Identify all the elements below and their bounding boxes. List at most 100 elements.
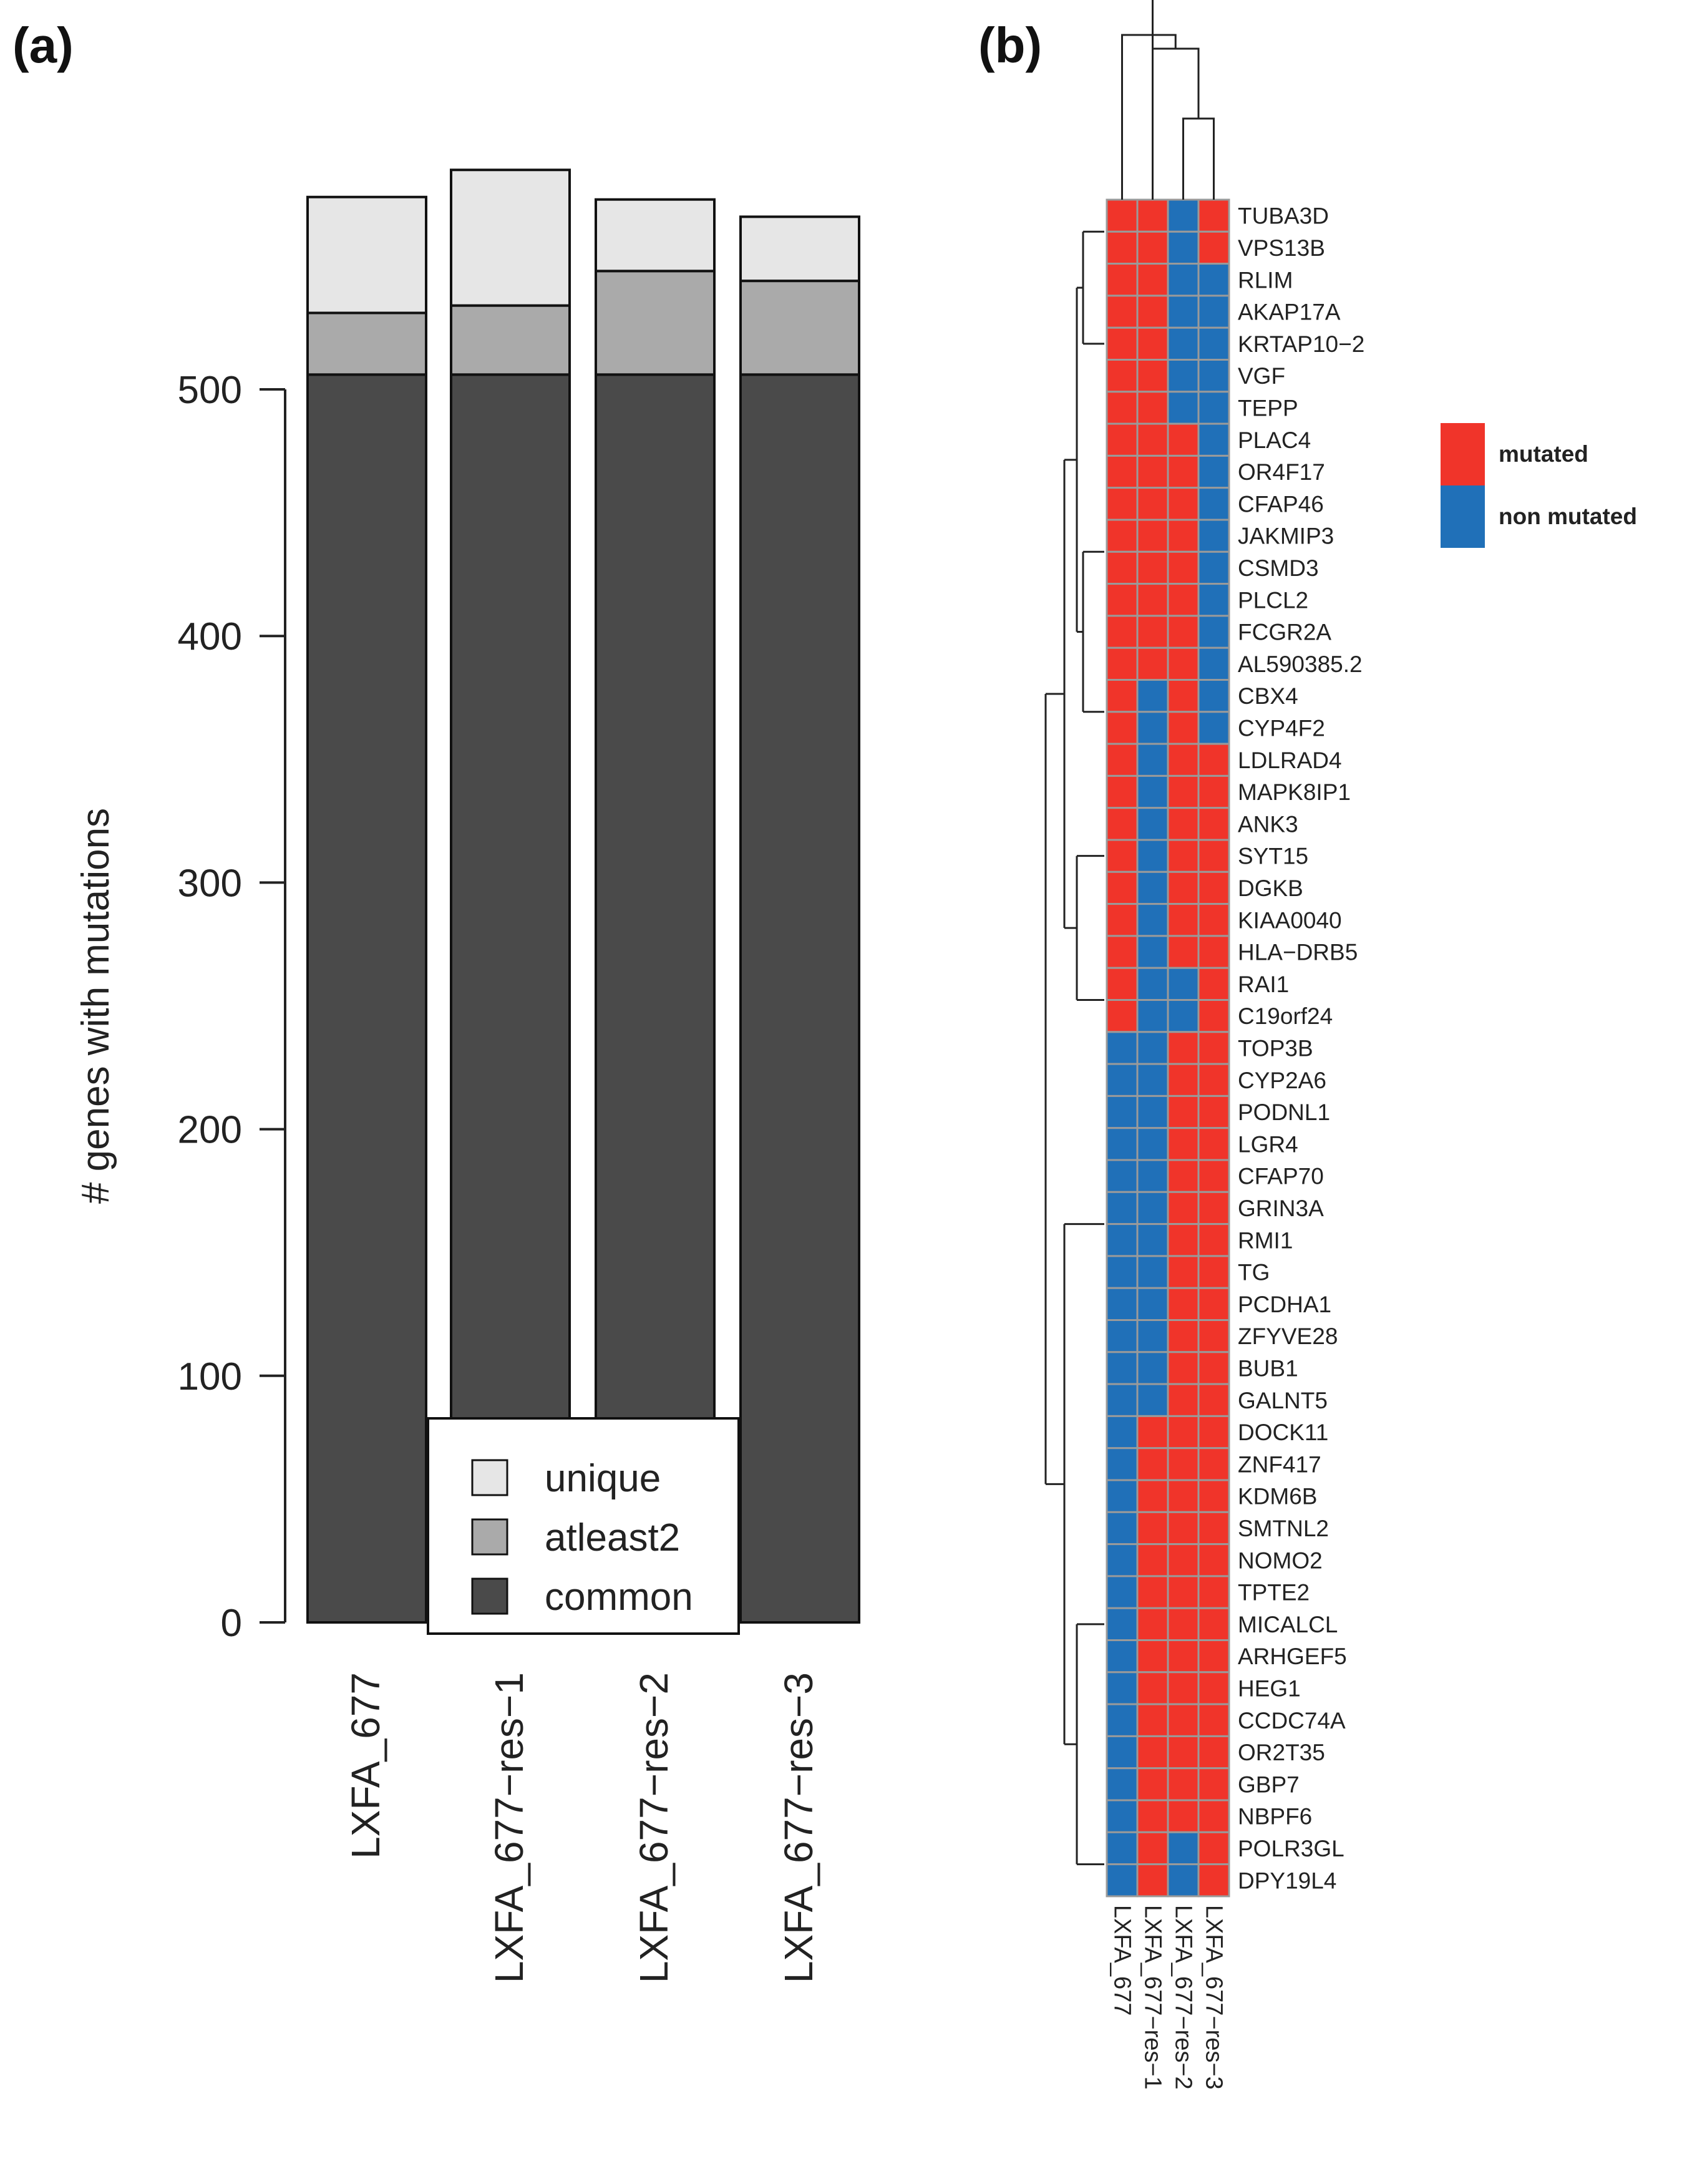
heatmap-cell bbox=[1167, 839, 1200, 873]
heatmap-cell bbox=[1106, 1799, 1139, 1833]
heatmap-cell bbox=[1197, 1543, 1230, 1577]
gene-label: CCDC74A bbox=[1238, 1708, 1346, 1733]
gene-label: TUBA3D bbox=[1238, 203, 1329, 229]
heatmap-cell bbox=[1197, 935, 1230, 969]
heatmap-cell bbox=[1136, 1415, 1169, 1450]
bar-common-4 bbox=[739, 373, 860, 1624]
bar-unique-3 bbox=[595, 198, 716, 273]
gene-label: NOMO2 bbox=[1238, 1548, 1323, 1573]
sample-label: LXFA_677−res−2 bbox=[1170, 1905, 1197, 2090]
category-label: LXFA_677−res−3 bbox=[776, 1672, 821, 1983]
heatmap-cell bbox=[1136, 263, 1169, 297]
bar-atleast2-3 bbox=[595, 270, 716, 376]
heatmap-cell bbox=[1167, 679, 1200, 713]
heatmap-cell bbox=[1197, 1351, 1230, 1385]
heatmap-cell bbox=[1136, 1159, 1169, 1193]
gene-label: RMI1 bbox=[1238, 1227, 1293, 1253]
y-tick-label: 0 bbox=[221, 1602, 242, 1645]
heatmap-cell bbox=[1106, 1831, 1139, 1866]
heatmap-cell bbox=[1136, 1575, 1169, 1609]
heatmap-cell bbox=[1136, 903, 1169, 937]
heatmap-cell bbox=[1197, 1671, 1230, 1705]
category-labels: LXFA_677 LXFA_677−res−1 LXFA_677−res−2 LXFA… bbox=[343, 1672, 821, 1983]
gene-label: HLA−DRB5 bbox=[1238, 940, 1358, 965]
gene-label: PCDHA1 bbox=[1238, 1292, 1331, 1317]
heatmap-cell bbox=[1106, 646, 1139, 681]
heatmap-cell bbox=[1167, 391, 1200, 425]
heatmap-cell bbox=[1167, 1031, 1200, 1065]
heatmap-cell bbox=[1197, 1031, 1230, 1065]
gene-label: TOP3B bbox=[1238, 1035, 1313, 1061]
gene-label: BUB1 bbox=[1238, 1355, 1298, 1381]
gene-label: POLR3GL bbox=[1238, 1836, 1344, 1861]
heatmap-cell bbox=[1136, 1223, 1169, 1257]
heatmap-cell bbox=[1167, 1223, 1200, 1257]
heatmap-cell bbox=[1136, 454, 1169, 489]
heatmap-cell bbox=[1197, 519, 1230, 553]
legend-label-non-mutated: non mutated bbox=[1499, 504, 1637, 529]
heatmap-cell bbox=[1106, 1351, 1139, 1385]
gene-label: RLIM bbox=[1238, 267, 1293, 293]
heatmap-cell bbox=[1106, 519, 1139, 553]
heatmap-cell bbox=[1197, 1639, 1230, 1674]
heatmap-cell bbox=[1136, 230, 1169, 265]
heatmap-cell bbox=[1136, 519, 1169, 553]
heatmap-cell bbox=[1136, 326, 1169, 361]
heatmap-cell bbox=[1167, 743, 1200, 777]
gene-label: CFAP46 bbox=[1238, 491, 1324, 517]
heatmap-cell bbox=[1167, 1639, 1200, 1674]
heatmap-cell bbox=[1106, 1223, 1139, 1257]
heatmap-cell bbox=[1106, 1031, 1139, 1065]
heatmap-cell bbox=[1167, 1671, 1200, 1705]
heatmap-cell bbox=[1167, 454, 1200, 489]
heatmap-cell bbox=[1106, 1735, 1139, 1770]
bar-unique-4 bbox=[739, 215, 860, 283]
heatmap-cell bbox=[1106, 198, 1139, 233]
heatmap-cell bbox=[1136, 1639, 1169, 1674]
bar-legend: unique atleast2 common bbox=[427, 1417, 740, 1635]
heatmap-cell bbox=[1136, 679, 1169, 713]
heatmap-cell bbox=[1136, 1767, 1169, 1801]
heatmap-cell bbox=[1197, 263, 1230, 297]
gene-label: FCGR2A bbox=[1238, 620, 1331, 645]
heatmap-cell bbox=[1136, 1287, 1169, 1321]
heatmap-cell bbox=[1197, 1607, 1230, 1641]
heatmap-cell bbox=[1136, 999, 1169, 1033]
heatmap-cell bbox=[1106, 1575, 1139, 1609]
heatmap-cell bbox=[1167, 1543, 1200, 1577]
heatmap-cell bbox=[1197, 1159, 1230, 1193]
heatmap-cell bbox=[1106, 1191, 1139, 1226]
legend-label-common: common bbox=[545, 1576, 693, 1619]
heatmap-cell bbox=[1167, 519, 1200, 553]
column-dendrogram bbox=[1121, 0, 1215, 200]
heatmap-cell bbox=[1106, 391, 1139, 425]
heatmap-cell bbox=[1167, 422, 1200, 457]
heatmap-cell bbox=[1136, 646, 1169, 681]
heatmap-cell bbox=[1197, 295, 1230, 329]
heatmap-cell bbox=[1106, 1094, 1139, 1129]
heatmap-cell bbox=[1136, 1511, 1169, 1546]
gene-label: CYP2A6 bbox=[1238, 1068, 1326, 1093]
heatmap-cell bbox=[1197, 1319, 1230, 1353]
heatmap-cell bbox=[1167, 295, 1200, 329]
heatmap-cell bbox=[1197, 615, 1230, 649]
heatmap-cell bbox=[1106, 1703, 1139, 1737]
gene-label: GRIN3A bbox=[1238, 1196, 1324, 1221]
gene-label: VPS13B bbox=[1238, 235, 1325, 261]
heatmap-cell bbox=[1197, 550, 1230, 585]
heatmap-cell bbox=[1136, 1255, 1169, 1289]
gene-labels: TUBA3D VPS13B RLIM AKAP17A KRTAP10−2 VGF TEPP P… bbox=[1238, 203, 1364, 1894]
heatmap-cell bbox=[1167, 711, 1200, 745]
legend-label-unique: unique bbox=[545, 1457, 661, 1500]
heatmap-cell bbox=[1197, 391, 1230, 425]
heatmap-cell bbox=[1106, 870, 1139, 905]
sample-label: LXFA_677 bbox=[1109, 1905, 1135, 2016]
heatmap-cell bbox=[1197, 807, 1230, 841]
heatmap-cell bbox=[1136, 807, 1169, 841]
heatmap-cell bbox=[1136, 422, 1169, 457]
heatmap-cell bbox=[1106, 487, 1139, 521]
heatmap-cell bbox=[1136, 774, 1169, 809]
heatmap-cell bbox=[1106, 967, 1139, 1001]
gene-label: DOCK11 bbox=[1238, 1420, 1328, 1445]
legend-swatch-unique bbox=[471, 1459, 508, 1496]
